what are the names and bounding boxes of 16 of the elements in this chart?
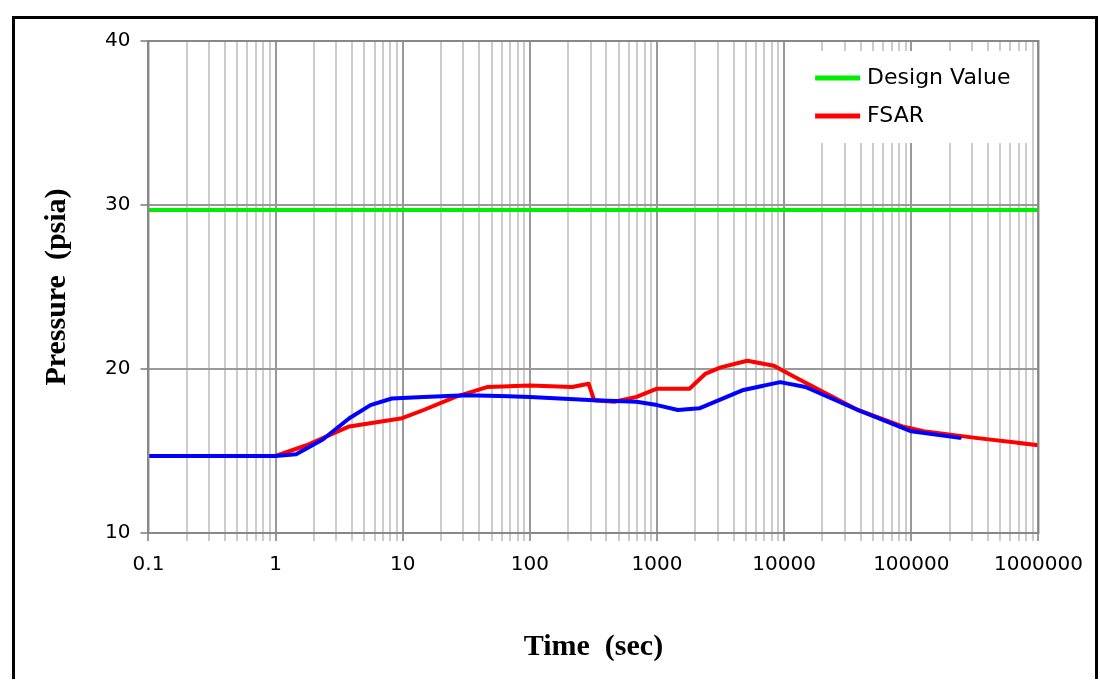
x-tick-label: 100	[510, 551, 549, 576]
legend-label: Design Value	[867, 63, 1011, 89]
y-tick-label: 20	[105, 355, 131, 380]
x-tick-label: 1000000	[993, 551, 1083, 576]
y-tick-label: 10	[105, 519, 131, 544]
x-axis-title: Time (sec)	[523, 627, 664, 662]
x-tick-label: 0.1	[132, 551, 165, 576]
y-tick-label: 40	[105, 27, 131, 52]
x-tick-label: 1000	[631, 551, 683, 576]
legend-label: FSAR	[867, 101, 925, 127]
y-tick-label: 30	[105, 191, 131, 216]
y-axis-title: Pressure (psia)	[37, 188, 72, 386]
x-tick-label: 1	[269, 551, 282, 576]
x-tick-label: 10000	[752, 551, 816, 576]
x-tick-label: 100000	[873, 551, 950, 576]
x-tick-label: 10	[390, 551, 416, 576]
